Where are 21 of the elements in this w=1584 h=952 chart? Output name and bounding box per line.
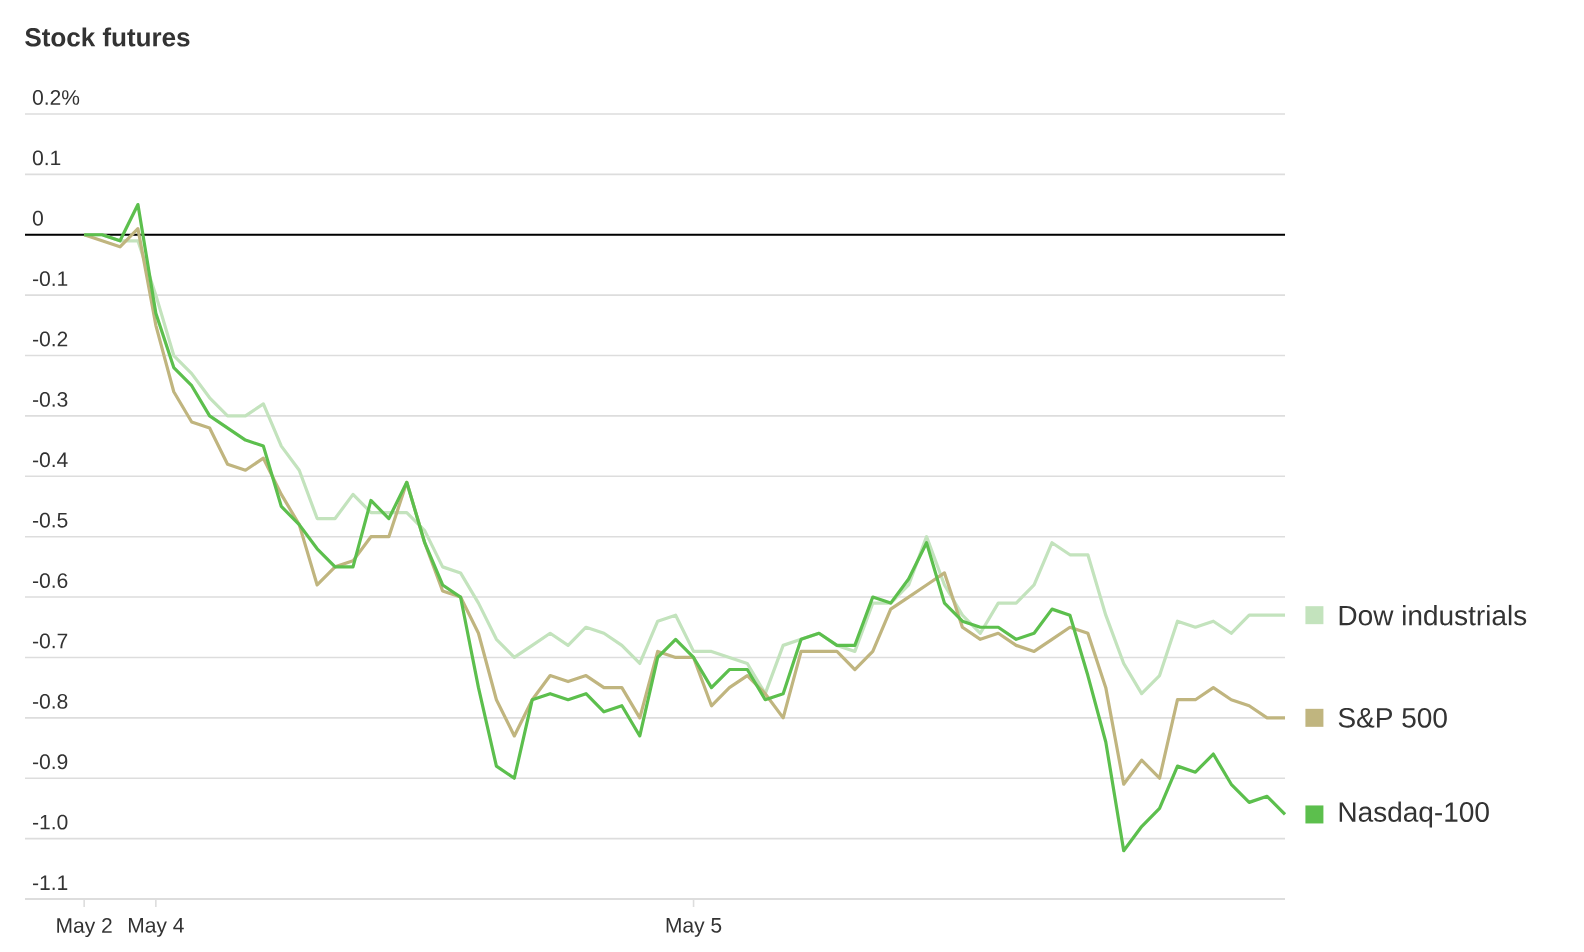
y-tick-label: -0.7 — [33, 633, 68, 649]
x-tick-label: May 5 — [666, 918, 722, 937]
y-tick-label: 0.2% — [32, 90, 80, 105]
x-tick-label: May 2 — [57, 918, 112, 938]
y-tick-label: -0.1 — [33, 271, 68, 287]
y-tick-label: -0.6 — [33, 573, 68, 589]
y-tick-label: -0.5 — [33, 512, 68, 528]
y-tick-label: 0 — [32, 210, 43, 226]
legend-label: Dow industrials — [1339, 604, 1527, 626]
y-tick-label: 0.1 — [32, 150, 61, 166]
y-tick-label: -1.1 — [33, 875, 68, 890]
y-tick-label: -0.3 — [33, 391, 68, 407]
x-tick-label: May 4 — [128, 918, 184, 937]
y-tick-label: -0.8 — [33, 693, 68, 709]
y-tick-label: -1.0 — [33, 814, 68, 830]
y-tick-label: -0.9 — [33, 754, 68, 770]
y-tick-label: -0.4 — [33, 452, 68, 468]
legend-label: Nasdaq-100 — [1339, 801, 1489, 828]
legend-label: S&P 500 — [1338, 707, 1447, 728]
chart-title: Stock futures — [25, 27, 190, 47]
y-tick-label: -0.2 — [33, 331, 68, 347]
